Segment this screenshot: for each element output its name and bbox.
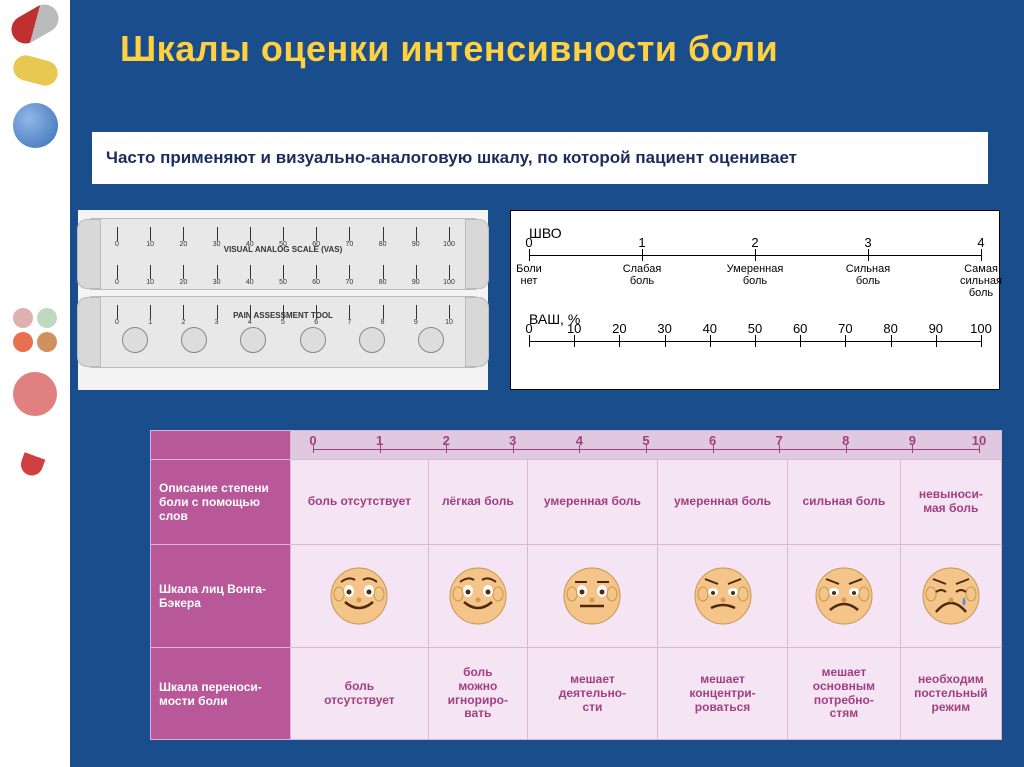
tolerance-cell: мешаетконцентри-роваться bbox=[657, 648, 787, 740]
face-cell bbox=[527, 544, 657, 648]
pill-icon bbox=[13, 372, 57, 416]
words-row: Описание степени боли с помощью слов бол… bbox=[151, 460, 1002, 545]
tolerance-cell: мешаетдеятельно-сти bbox=[527, 648, 657, 740]
pain-word-cell: боль отсутствует bbox=[291, 460, 429, 545]
face-icon bbox=[691, 564, 755, 628]
pill-group bbox=[5, 308, 65, 352]
pain-word-cell: невыноси-мая боль bbox=[900, 460, 1001, 545]
pain-word-cell: сильная боль bbox=[788, 460, 901, 545]
pain-word-cell: умеренная боль bbox=[657, 460, 787, 545]
pain-word-cell: умеренная боль bbox=[527, 460, 657, 545]
row-header: Шкала лиц Вонга-Бэкера bbox=[151, 544, 291, 648]
vas-ruler-bottom: 012345678910 PAIN ASSESSMENT TOOL bbox=[86, 296, 480, 368]
subtitle-box: Часто применяют и визуально-аналоговую ш… bbox=[90, 130, 990, 186]
shvo-scale-box: ШВО 0Болинет1Слабаяболь2Умереннаяболь3Си… bbox=[510, 210, 1000, 390]
sidebar bbox=[0, 0, 70, 767]
tolerance-cell: мешаетосновнымпотребно-стям bbox=[788, 648, 901, 740]
pain-faces-table: 012345678910 Описание степени боли с пом… bbox=[150, 430, 1002, 740]
face-cell bbox=[428, 544, 527, 648]
vas-ruler-top: 0102030405060708090100 VISUAL ANALOG SCA… bbox=[86, 218, 480, 290]
face-icon bbox=[560, 564, 624, 628]
row-header: Описание степени боли с помощью слов bbox=[151, 460, 291, 545]
faces-row: Шкала лиц Вонга-Бэкера bbox=[151, 544, 1002, 648]
pill-icon bbox=[10, 53, 60, 89]
face-cell bbox=[657, 544, 787, 648]
tolerance-cell: больможноигнориро-вать bbox=[428, 648, 527, 740]
pain-word-cell: лёгкая боль bbox=[428, 460, 527, 545]
face-cell bbox=[788, 544, 901, 648]
vash-bottom-scale: 0102030405060708090100 bbox=[529, 329, 981, 357]
pill-icon bbox=[6, 0, 63, 49]
row-header: Шкала переноси-мости боли bbox=[151, 648, 291, 740]
subtitle-text: Часто применяют и визуально-аналоговую ш… bbox=[106, 148, 797, 168]
vas-ruler-photo: 0102030405060708090100 VISUAL ANALOG SCA… bbox=[78, 210, 488, 390]
face-icon bbox=[812, 564, 876, 628]
tolerance-cell: необходимпостельныйрежим bbox=[900, 648, 1001, 740]
tolerance-row: Шкала переноси-мости боли больотсутствуе… bbox=[151, 648, 1002, 740]
face-icon bbox=[446, 564, 510, 628]
slide-title: Шкалы оценки интенсивности боли bbox=[120, 28, 778, 70]
pill-icon bbox=[13, 103, 58, 148]
face-icon bbox=[919, 564, 983, 628]
face-icon bbox=[327, 564, 391, 628]
face-cell bbox=[900, 544, 1001, 648]
pill-icon bbox=[18, 433, 52, 478]
number-header-row: 012345678910 bbox=[151, 431, 1002, 460]
shvo-top-scale: 0Болинет1Слабаяболь2Умереннаяболь3Сильна… bbox=[529, 243, 981, 291]
tolerance-cell: больотсутствует bbox=[291, 648, 429, 740]
face-cell bbox=[291, 544, 429, 648]
